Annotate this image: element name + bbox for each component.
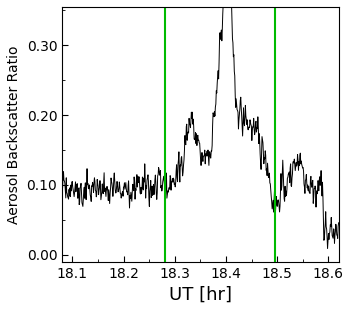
Y-axis label: Aerosol Backscatter Ratio: Aerosol Backscatter Ratio (7, 45, 21, 224)
X-axis label: UT [hr]: UT [hr] (169, 286, 232, 304)
